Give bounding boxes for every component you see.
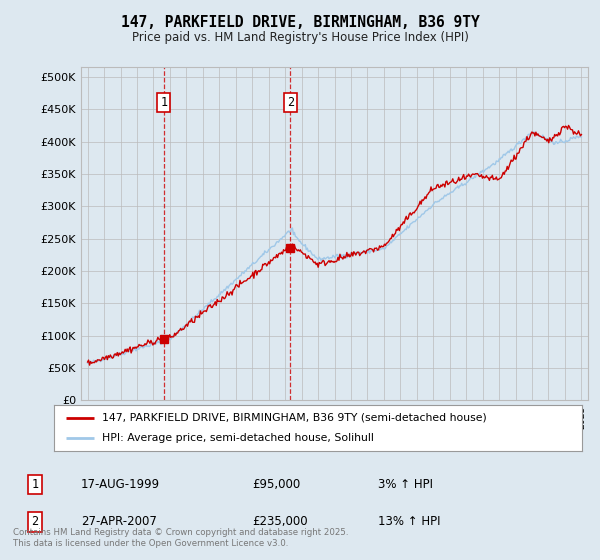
- Text: 147, PARKFIELD DRIVE, BIRMINGHAM, B36 9TY: 147, PARKFIELD DRIVE, BIRMINGHAM, B36 9T…: [121, 15, 479, 30]
- Text: £235,000: £235,000: [252, 515, 308, 529]
- Text: £95,000: £95,000: [252, 478, 300, 491]
- Text: 13% ↑ HPI: 13% ↑ HPI: [378, 515, 440, 529]
- Text: Price paid vs. HM Land Registry's House Price Index (HPI): Price paid vs. HM Land Registry's House …: [131, 31, 469, 44]
- Text: 3% ↑ HPI: 3% ↑ HPI: [378, 478, 433, 491]
- Text: 2: 2: [287, 96, 294, 109]
- Text: Contains HM Land Registry data © Crown copyright and database right 2025.
This d: Contains HM Land Registry data © Crown c…: [13, 528, 349, 548]
- Text: 17-AUG-1999: 17-AUG-1999: [81, 478, 160, 491]
- Text: 2: 2: [31, 515, 38, 529]
- Text: 1: 1: [160, 96, 167, 109]
- Text: 1: 1: [31, 478, 38, 491]
- Text: HPI: Average price, semi-detached house, Solihull: HPI: Average price, semi-detached house,…: [101, 433, 373, 443]
- Text: 27-APR-2007: 27-APR-2007: [81, 515, 157, 529]
- Text: 147, PARKFIELD DRIVE, BIRMINGHAM, B36 9TY (semi-detached house): 147, PARKFIELD DRIVE, BIRMINGHAM, B36 9T…: [101, 413, 486, 423]
